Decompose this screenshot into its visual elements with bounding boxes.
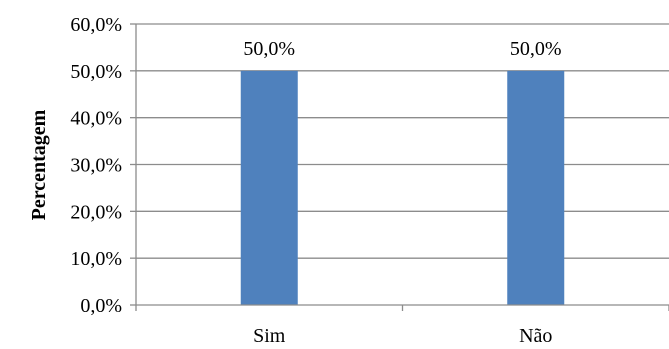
axes xyxy=(135,24,669,311)
data-label: 50,0% xyxy=(510,38,562,60)
y-tick-label: 60,0% xyxy=(70,14,122,36)
y-tick-label: 50,0% xyxy=(70,61,122,83)
y-tick-labels: 0,0% 10,0% 20,0% 30,0% 40,0% 50,0% 60,0% xyxy=(70,14,122,317)
y-tick-label: 40,0% xyxy=(70,108,122,130)
x-category-labels: Sim Não xyxy=(253,325,552,347)
bars xyxy=(240,70,565,305)
gridlines xyxy=(130,23,669,306)
x-category-label: Não xyxy=(519,325,552,347)
data-label: 50,0% xyxy=(243,38,295,60)
y-axis-title: Percentagem xyxy=(28,109,50,220)
y-tick-label: 30,0% xyxy=(70,155,122,177)
y-tick-label: 10,0% xyxy=(70,248,122,270)
data-labels: 50,0% 50,0% xyxy=(243,38,561,60)
y-tick-label: 0,0% xyxy=(80,295,122,317)
x-category-label: Sim xyxy=(253,325,286,347)
y-tick-label: 20,0% xyxy=(70,201,122,223)
bar xyxy=(507,70,565,305)
bar xyxy=(240,70,298,305)
